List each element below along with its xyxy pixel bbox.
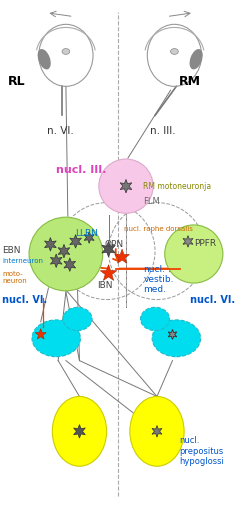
Ellipse shape xyxy=(130,397,184,466)
Polygon shape xyxy=(152,426,162,437)
Polygon shape xyxy=(183,236,193,248)
Text: RM: RM xyxy=(179,75,201,88)
Ellipse shape xyxy=(171,49,178,55)
Ellipse shape xyxy=(38,50,51,70)
Text: nucl. III.: nucl. III. xyxy=(56,164,107,174)
Circle shape xyxy=(165,225,223,284)
Text: nucl.
prepositus
hypoglossi: nucl. prepositus hypoglossi xyxy=(179,435,224,465)
Polygon shape xyxy=(84,232,94,244)
Ellipse shape xyxy=(63,308,92,331)
Polygon shape xyxy=(115,249,130,264)
Circle shape xyxy=(99,160,153,214)
Ellipse shape xyxy=(141,308,170,331)
Polygon shape xyxy=(168,330,177,340)
Text: nucl. VI.: nucl. VI. xyxy=(2,295,47,305)
Text: RL: RL xyxy=(8,75,25,88)
Polygon shape xyxy=(120,180,132,193)
Text: n. III.: n. III. xyxy=(150,126,176,135)
Ellipse shape xyxy=(52,397,107,466)
Text: nucl.
vestib.
med.: nucl. vestib. med. xyxy=(143,264,174,294)
Polygon shape xyxy=(100,265,117,281)
Ellipse shape xyxy=(152,320,201,357)
Text: moto-
neuron: moto- neuron xyxy=(2,271,27,284)
Circle shape xyxy=(29,218,103,291)
Text: FLM: FLM xyxy=(143,196,160,206)
Text: PPFR: PPFR xyxy=(194,238,216,247)
Polygon shape xyxy=(58,245,70,259)
Text: nucl. VI.: nucl. VI. xyxy=(190,295,235,305)
Text: IBN: IBN xyxy=(97,280,112,290)
Ellipse shape xyxy=(62,49,70,55)
Text: RM motoneuronja: RM motoneuronja xyxy=(143,182,212,191)
Polygon shape xyxy=(64,259,76,272)
Polygon shape xyxy=(74,425,85,438)
Polygon shape xyxy=(44,238,56,251)
Text: nucl. raphe dorsalis: nucl. raphe dorsalis xyxy=(124,225,193,232)
Polygon shape xyxy=(35,329,46,340)
Polygon shape xyxy=(102,242,115,258)
Text: OPN: OPN xyxy=(105,240,124,249)
Text: LLBN: LLBN xyxy=(76,229,99,237)
Text: interneuron: interneuron xyxy=(2,258,43,263)
Text: EBN: EBN xyxy=(2,246,20,255)
Ellipse shape xyxy=(32,320,81,357)
Polygon shape xyxy=(50,254,62,268)
Polygon shape xyxy=(168,330,177,340)
Text: n. VI.: n. VI. xyxy=(47,126,73,135)
Ellipse shape xyxy=(190,50,203,70)
Polygon shape xyxy=(70,235,81,249)
